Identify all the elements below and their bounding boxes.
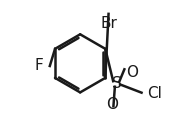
Text: O: O (126, 65, 138, 80)
Text: S: S (112, 76, 121, 91)
Text: O: O (106, 96, 118, 112)
Text: Br: Br (100, 16, 117, 32)
Text: F: F (34, 58, 43, 74)
Text: Cl: Cl (147, 86, 162, 101)
